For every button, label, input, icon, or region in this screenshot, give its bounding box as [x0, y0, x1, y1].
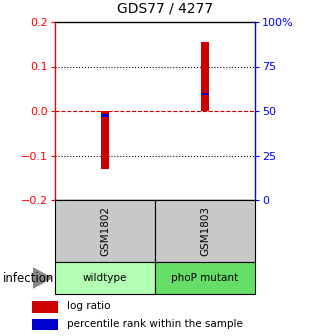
Bar: [55, 262, 155, 294]
Text: GSM1803: GSM1803: [200, 206, 210, 256]
Text: log ratio: log ratio: [67, 301, 111, 311]
Bar: [201, 93, 210, 95]
Bar: [155, 200, 255, 262]
Polygon shape: [33, 268, 52, 288]
Text: percentile rank within the sample: percentile rank within the sample: [67, 319, 243, 329]
Bar: [101, 114, 110, 117]
Bar: [101, 111, 109, 169]
Text: infection: infection: [3, 271, 55, 285]
Text: GDS77 / 4277: GDS77 / 4277: [117, 1, 213, 15]
Bar: [201, 42, 209, 111]
Bar: [32, 301, 58, 312]
Text: phoP mutant: phoP mutant: [172, 273, 239, 283]
Bar: [32, 319, 58, 330]
Text: wildtype: wildtype: [83, 273, 127, 283]
Bar: [155, 262, 255, 294]
Bar: [55, 200, 155, 262]
Text: GSM1802: GSM1802: [100, 206, 110, 256]
